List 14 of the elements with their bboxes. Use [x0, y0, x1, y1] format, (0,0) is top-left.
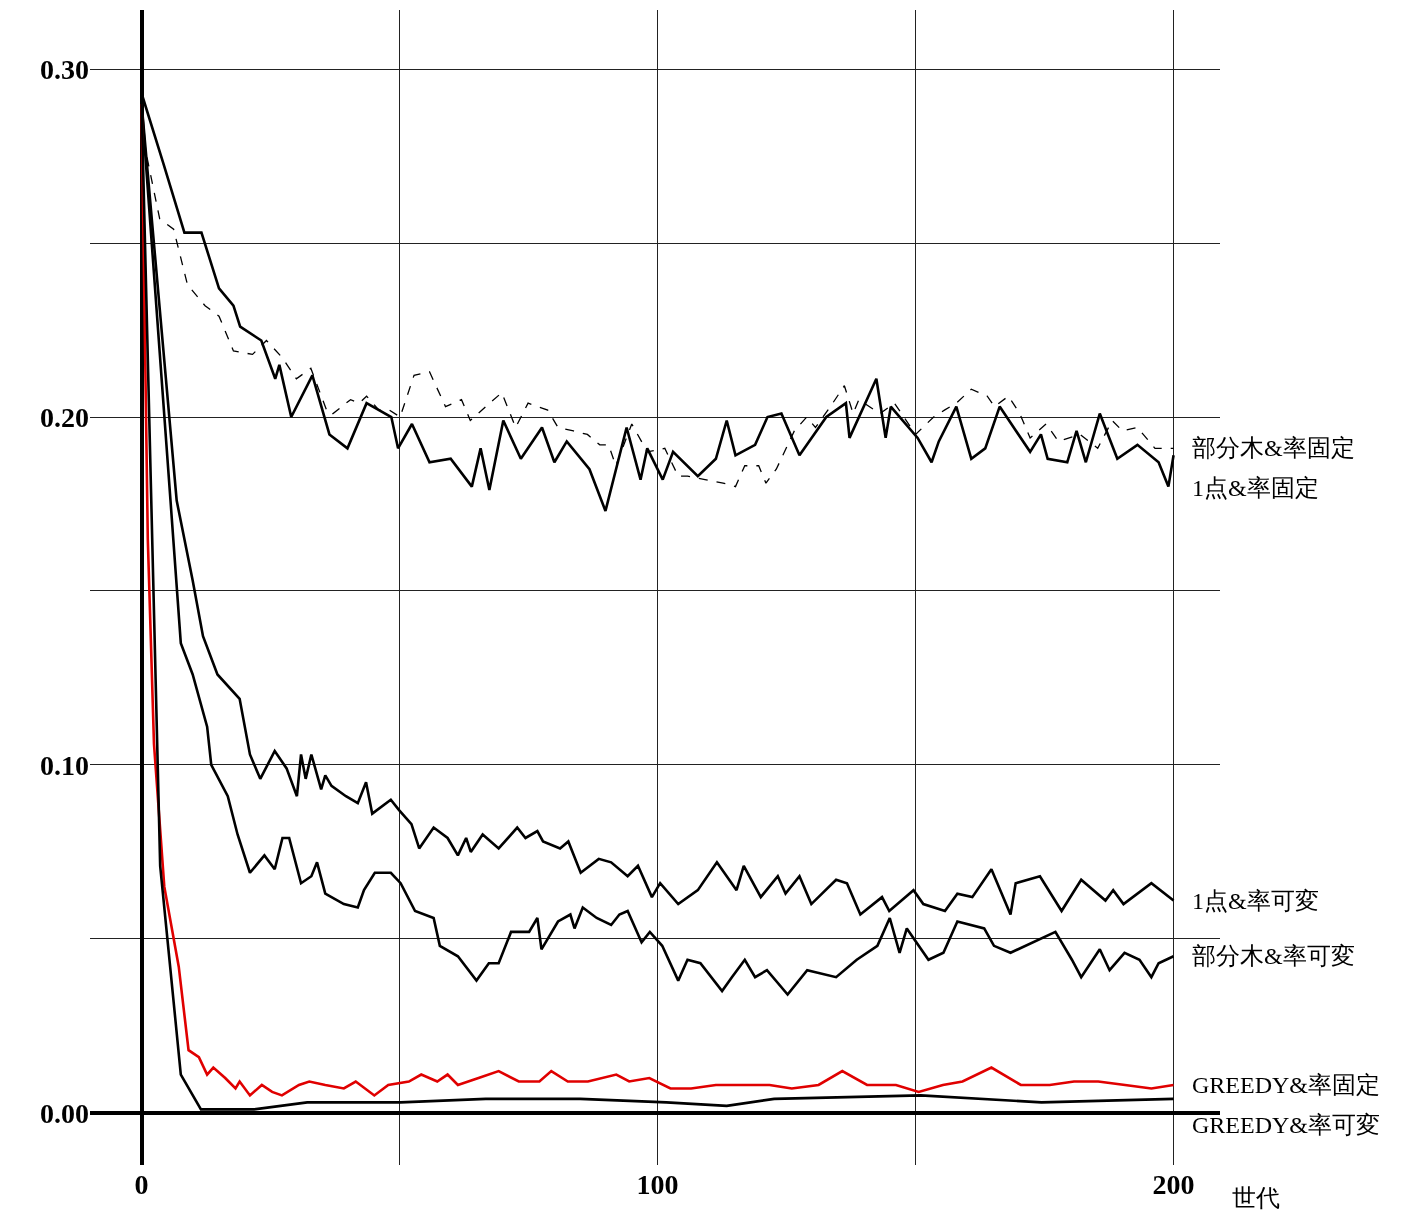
series-label: 1点&率固定 [1192, 475, 1319, 501]
x-tick-label: 100 [636, 1169, 679, 1200]
x-tick-label: 0 [134, 1169, 149, 1200]
y-tick-label: 0.10 [40, 749, 89, 781]
series-label: GREEDY&率固定 [1192, 1072, 1380, 1098]
y-tick-label: 0.20 [40, 401, 89, 433]
series-label: 1点&率可変 [1192, 888, 1319, 914]
x-axis-title: 世代 [1232, 1185, 1280, 1211]
y-tick-label: 0.00 [40, 1097, 89, 1129]
series-label: GREEDY&率可変 [1192, 1112, 1380, 1138]
series-label: 部分木&率可変 [1192, 943, 1355, 969]
x-tick-label: 200 [1152, 1169, 1195, 1200]
series-label: 部分木&率固定 [1192, 435, 1355, 461]
y-tick-label: 0.30 [40, 53, 89, 85]
